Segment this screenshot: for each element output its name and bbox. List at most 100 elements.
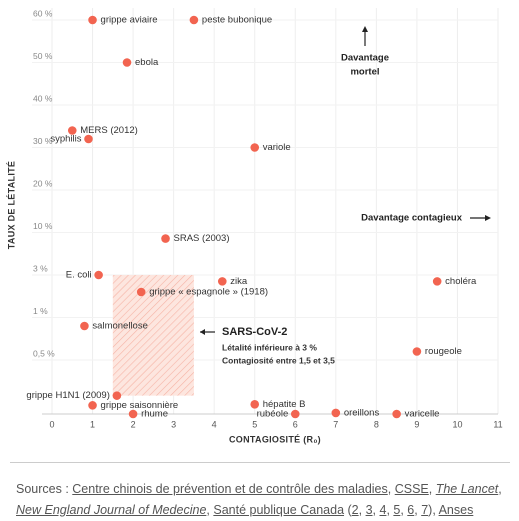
point-label: choléra (445, 276, 477, 287)
point-label: varicelle (405, 409, 440, 420)
arrow-head (200, 329, 205, 335)
point (412, 347, 422, 356)
point (67, 126, 77, 135)
x-tick-label: 6 (293, 419, 298, 429)
x-tick-label: 7 (333, 419, 338, 429)
y-tick-label: 40 % (33, 93, 53, 103)
point (136, 287, 146, 297)
chart: 0 1 2 3 4 5 6 7 8 9 10 11 60 % 50 % 40 % 30 % 20 % 10 % 3 … (6, 8, 503, 444)
point (122, 58, 132, 67)
source-link[interactable]: 4 (379, 503, 387, 517)
y-tick-label: 10 % (33, 221, 53, 231)
source-text: , (428, 482, 436, 496)
point-label: syphilis (50, 134, 81, 145)
y-tick-label: 0,5 % (33, 348, 55, 358)
y-tick-label: 60 % (33, 8, 53, 18)
point-label: peste bubonique (202, 15, 272, 26)
point-label: variole (263, 142, 291, 153)
point (250, 399, 260, 409)
source-text: Sources : (16, 482, 73, 496)
point (290, 409, 300, 419)
y-tick-label: 1 % (33, 306, 48, 316)
annotation: mortel (350, 67, 379, 78)
point (94, 270, 103, 280)
source-text: , (387, 482, 395, 496)
source-link[interactable]: 3 (365, 503, 373, 517)
point-label: zika (230, 276, 248, 287)
source-link[interactable]: The Lancet (435, 482, 499, 496)
arrow-head (362, 26, 368, 32)
x-tick-label: 9 (414, 419, 419, 429)
source-text: , (358, 503, 366, 517)
highlight-line: Létalité inférieure à 3 % (222, 342, 317, 352)
source-link[interactable]: 6 (407, 503, 415, 517)
point-label: oreillons (344, 407, 380, 418)
point (80, 321, 89, 331)
x-tick-label: 4 (212, 419, 217, 429)
x-tick-label: 10 (452, 419, 462, 429)
point (432, 277, 442, 286)
point-label: salmonellose (92, 321, 147, 332)
point-label: grippe H1N1 (2009) (26, 390, 109, 401)
point (84, 134, 93, 144)
source-link[interactable]: Santé publique Canada (213, 503, 345, 517)
point-label: rougeole (425, 346, 462, 357)
x-tick-label: 5 (252, 419, 257, 429)
x-tick-label: 8 (374, 419, 379, 429)
source-link[interactable]: Centre chinois de prévention et de contr… (72, 482, 388, 496)
source-link[interactable]: 7 (421, 503, 429, 517)
arrow-head (485, 215, 491, 221)
point-label: hépatite B (263, 399, 306, 410)
x-axis-title: CONTAGIOSITÉ (R₀) (229, 434, 321, 444)
source-text: ( (344, 503, 352, 517)
y-tick-label: 3 % (33, 263, 48, 273)
source-text: , (372, 503, 380, 517)
source-link[interactable]: 5 (393, 503, 401, 517)
point-label: ebola (135, 57, 159, 68)
highlight-region (112, 275, 194, 396)
series: grippe aviaire peste bubonique ebola MERS (… (26, 15, 477, 420)
point-label: grippe « espagnole » (1918) (149, 287, 268, 298)
point (88, 401, 97, 410)
point (161, 234, 170, 243)
y-axis-title: TAUX DE LÉTALITÉ (6, 161, 16, 249)
point-label: rhume (141, 409, 168, 420)
sources: Sources : Centre chinois de prévention e… (16, 479, 511, 521)
point-label: grippe saisonnière (101, 400, 179, 411)
point-label: rubéole (257, 409, 289, 420)
point (217, 277, 227, 286)
source-text: , (386, 503, 394, 517)
x-tick-label: 1 (90, 419, 95, 429)
x-tick-label: 0 (49, 419, 54, 429)
y-tick-label: 50 % (33, 51, 53, 61)
source-link[interactable]: New England Journal of Medecine (16, 503, 207, 517)
x-tick-label: 3 (171, 419, 176, 429)
source-link[interactable]: 2 (351, 503, 359, 517)
highlight-line: Contagiosité entre 1,5 et 3,5 (222, 355, 335, 365)
y-tick-label: 20 % (33, 178, 53, 188)
point-label: E. coli (66, 270, 92, 281)
point (331, 408, 341, 418)
x-tick-label: 11 (493, 419, 502, 429)
point-label: MERS (2012) (80, 125, 138, 136)
point (189, 15, 199, 25)
point (112, 391, 122, 400)
y-tick-label: 30 % (33, 136, 53, 146)
annotation: Davantage (341, 53, 389, 64)
source-link[interactable]: Anses (438, 503, 474, 517)
point (392, 409, 401, 419)
annotation: Davantage contagieux (361, 213, 463, 224)
separator (10, 462, 510, 463)
point-label: SRAS (2003) (174, 233, 230, 244)
point (250, 143, 260, 152)
source-text: , (498, 482, 502, 496)
highlight-title: SARS-CoV-2 (222, 326, 287, 338)
source-link[interactable]: CSSE (394, 482, 429, 496)
point-label: grippe aviaire (101, 15, 158, 26)
point (128, 409, 138, 419)
source-text: , (414, 503, 422, 517)
point (88, 15, 97, 25)
source-text: , (206, 503, 214, 517)
x-tick-label: 2 (131, 419, 136, 429)
